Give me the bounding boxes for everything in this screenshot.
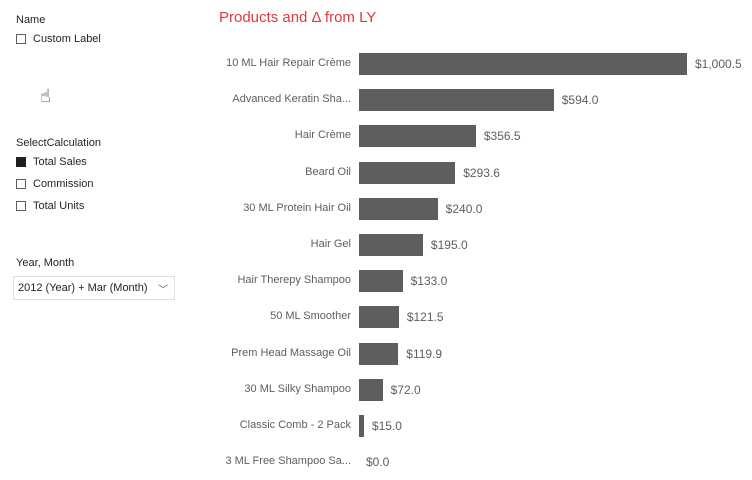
bar[interactable] [359,234,423,256]
category-label: Hair Crème [294,129,351,142]
option-label: Commission [33,178,94,190]
bar[interactable] [359,270,403,293]
data-label: $0.0 [366,455,390,470]
dropdown-value: 2012 (Year) + Mar (Month) [18,282,148,294]
bar[interactable] [359,161,456,184]
bar[interactable] [359,197,438,220]
data-label: $15.0 [371,419,402,433]
category-label: 10 ML Hair Repair Crème [226,57,351,69]
option-total-sales[interactable]: Total Sales [16,156,87,168]
option-label: Total Sales [33,156,87,168]
year-month-dropdown[interactable]: 2012 (Year) + Mar (Month) ﹀ [13,276,175,300]
data-label: $195.0 [430,238,468,252]
bar[interactable] [359,378,383,401]
chevron-down-icon: ﹀ [158,284,168,296]
bar[interactable] [359,89,554,112]
category-label: 50 ML Smoother [270,310,351,323]
data-label: $119.9 [406,346,443,361]
bar[interactable] [359,125,476,148]
option-commission[interactable]: Commission [16,178,94,190]
date-slicer-title: Year, Month [16,257,75,269]
category-label: Beard Oil [305,165,351,178]
data-label: $594.0 [561,93,599,108]
category-label: Hair Gel [310,238,351,250]
bar[interactable] [359,306,399,329]
checkbox[interactable] [16,179,26,189]
category-label: 30 ML Protein Hair Oil [243,201,351,214]
category-label: 3 ML Free Shampoo Sa... [225,455,351,468]
bar[interactable] [359,342,399,365]
category-label: 30 ML Silky Shampoo [244,382,351,395]
checkbox-checked[interactable] [16,157,26,167]
name-slicer-title: Name [16,14,46,26]
hand-cursor-icon: ☝ [40,86,51,106]
category-label: Classic Comb - 2 Pack [239,419,351,431]
data-label: $1,000.5 [695,57,742,71]
category-label: Prem Head Massage Oil [231,346,351,359]
category-label: Hair Therepy Shampoo [237,274,351,287]
data-label: $356.5 [483,129,521,144]
data-label: $293.6 [463,165,500,180]
bar[interactable] [359,415,364,437]
option-label: Total Units [33,200,85,212]
data-label: $121.5 [406,310,444,325]
data-label: $240.0 [445,201,483,216]
data-label: $133.0 [410,274,448,289]
calc-slicer-title: SelectCalculation [16,137,101,149]
option-label: Custom Label [33,33,101,45]
option-custom-label[interactable]: Custom Label [16,33,101,45]
option-total-units[interactable]: Total Units [16,200,84,212]
bar[interactable] [359,53,687,75]
checkbox[interactable] [16,34,26,44]
chart-title: Products and Δ from LY [219,9,377,26]
checkbox[interactable] [16,201,26,211]
data-label: $72.0 [390,382,421,397]
category-label: Advanced Keratin Sha... [232,93,351,106]
